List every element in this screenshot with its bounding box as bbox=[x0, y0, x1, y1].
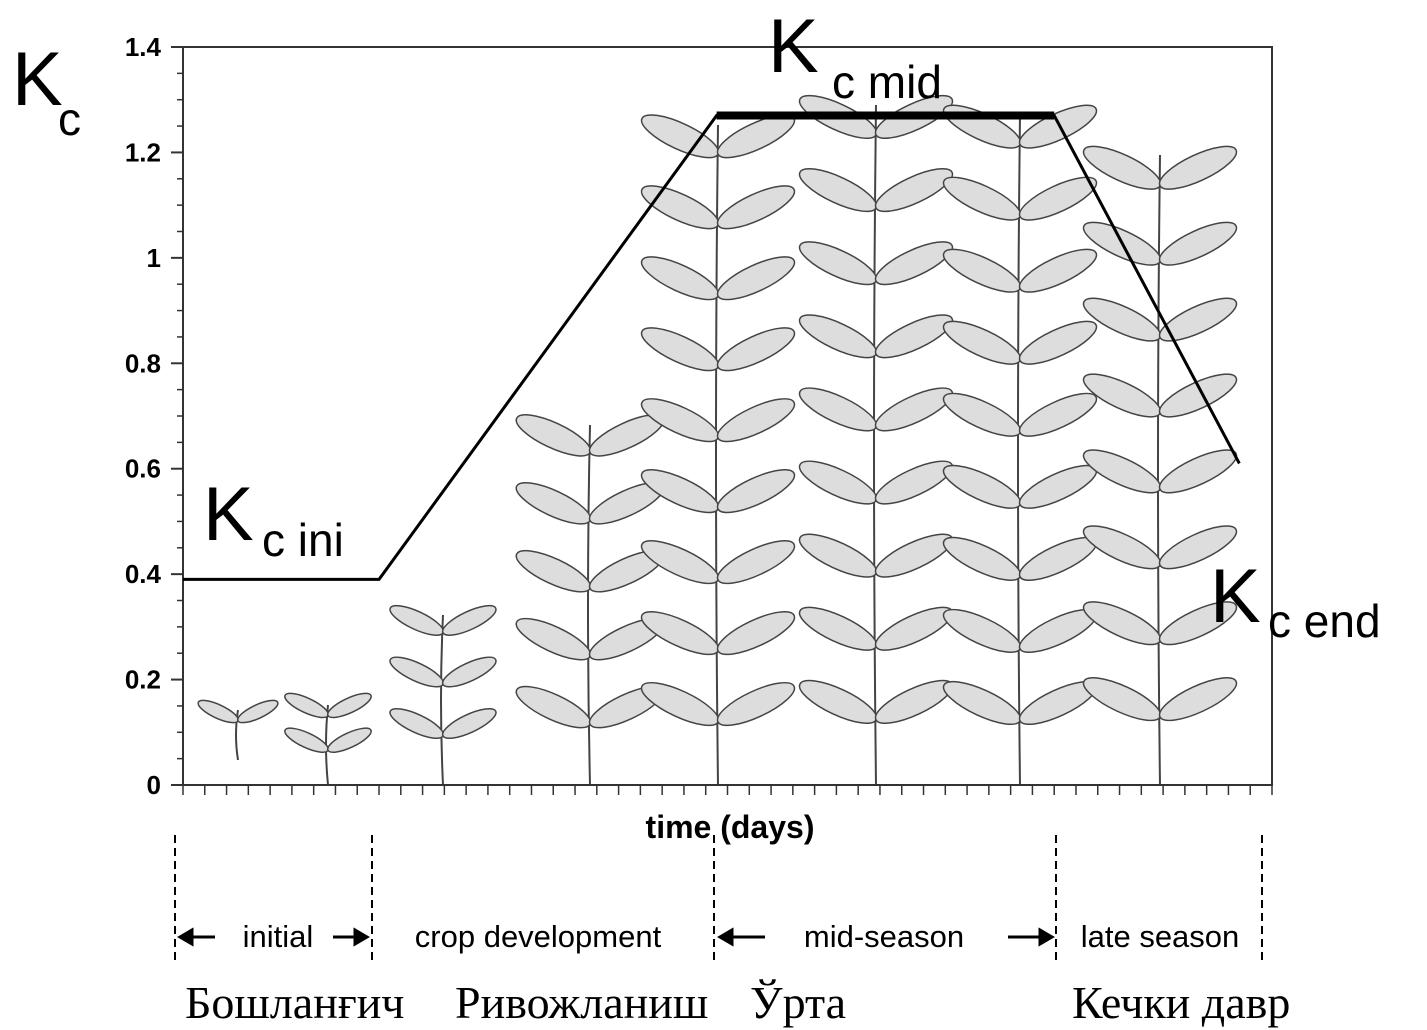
stage-local-label: Кечки давр bbox=[1072, 977, 1290, 1028]
y-tick-label: 0.4 bbox=[125, 559, 162, 589]
plant-leaf bbox=[794, 599, 881, 658]
plant-leaf bbox=[1154, 138, 1241, 197]
stage-local-label: Бошланғич bbox=[185, 977, 404, 1028]
plant-leaf bbox=[712, 391, 799, 450]
plant-leaf bbox=[712, 462, 799, 521]
plant-leaf bbox=[1014, 313, 1101, 372]
plant-leaf bbox=[938, 313, 1025, 372]
plant-leaf bbox=[439, 703, 499, 744]
plant-leaf bbox=[1014, 241, 1101, 300]
y-tick-label: 0.6 bbox=[125, 454, 161, 484]
plant-leaf bbox=[938, 97, 1025, 156]
annotation: K bbox=[1210, 554, 1261, 639]
plant-leaf bbox=[439, 600, 499, 641]
plant-stem bbox=[441, 615, 443, 785]
plant-leaf bbox=[794, 453, 881, 512]
stage-label: initial bbox=[243, 919, 314, 954]
plant-leaf bbox=[870, 307, 957, 366]
x-axis-label: time (days) bbox=[646, 809, 815, 845]
plant-leaf bbox=[712, 675, 799, 734]
plant-leaf bbox=[712, 320, 799, 379]
plant-leaf bbox=[938, 385, 1025, 444]
plant-leaf bbox=[386, 600, 446, 641]
plant-leaf bbox=[511, 611, 595, 668]
plant-leaf bbox=[870, 380, 957, 439]
plant-leaf bbox=[1154, 670, 1241, 729]
plant-leaf bbox=[938, 169, 1025, 228]
plant-leaf bbox=[870, 599, 957, 658]
plant-leaf bbox=[938, 601, 1025, 660]
plant-leaf bbox=[511, 407, 595, 464]
plant-leaf bbox=[712, 533, 799, 592]
plant-leaf bbox=[1154, 290, 1241, 349]
y-tick-label: 0 bbox=[147, 770, 161, 800]
plant-leaf bbox=[794, 380, 881, 439]
annotation-sub: c end bbox=[1268, 595, 1381, 647]
annotation: K bbox=[203, 472, 254, 557]
plant-leaf bbox=[870, 672, 957, 731]
plant-leaf bbox=[636, 320, 723, 379]
plant-leaf bbox=[386, 703, 446, 744]
plant-stem bbox=[588, 425, 590, 785]
plant-leaf bbox=[325, 724, 374, 757]
y-axis-label: K bbox=[12, 37, 63, 122]
plant-leaf bbox=[1014, 385, 1101, 444]
plant-leaf bbox=[794, 307, 881, 366]
plant-leaf bbox=[1154, 442, 1241, 501]
plant-leaf bbox=[235, 696, 280, 727]
annotation-sub: c ini bbox=[262, 514, 344, 566]
plant-leaf bbox=[282, 689, 331, 722]
y-tick-label: 0.2 bbox=[125, 665, 161, 695]
stage-local-label: Ривожланиш bbox=[455, 977, 708, 1028]
plant-leaf bbox=[712, 249, 799, 308]
plant-stem bbox=[1158, 155, 1160, 785]
plant-leaf bbox=[712, 604, 799, 663]
plant-leaf bbox=[636, 107, 723, 166]
y-tick-label: 0.8 bbox=[125, 348, 161, 378]
plant-leaf bbox=[938, 457, 1025, 516]
plant-leaf bbox=[1078, 670, 1165, 729]
plant-leaf bbox=[712, 178, 799, 237]
plant-leaf bbox=[794, 234, 881, 293]
annotation-sub: c mid bbox=[832, 56, 942, 108]
plant-leaf bbox=[870, 161, 957, 220]
plant-leaf bbox=[636, 249, 723, 308]
y-tick-label: 1 bbox=[147, 243, 161, 273]
plant-leaf bbox=[511, 679, 595, 736]
chart: K c time (days) K c mid K c ini K c end … bbox=[0, 0, 1427, 1030]
y-axis-label-sub: c bbox=[58, 93, 81, 145]
plant-leaf bbox=[794, 672, 881, 731]
stage-label: mid-season bbox=[804, 919, 964, 954]
plant-leaf bbox=[511, 475, 595, 532]
stage-label: late season bbox=[1081, 919, 1240, 954]
annotation: K bbox=[768, 4, 819, 89]
plant-leaf bbox=[938, 241, 1025, 300]
plant-leaf bbox=[794, 161, 881, 220]
plant-leaf bbox=[870, 453, 957, 512]
plant-leaf bbox=[794, 526, 881, 585]
plant-leaf bbox=[282, 724, 331, 757]
plant-leaf bbox=[1014, 457, 1101, 516]
plant-leaf bbox=[386, 652, 446, 693]
plant-leaf bbox=[325, 689, 374, 722]
y-tick-label: 1.2 bbox=[125, 137, 161, 167]
plant-leaf bbox=[195, 696, 240, 727]
plant-leaf bbox=[870, 234, 957, 293]
plant-illustration bbox=[195, 87, 1241, 785]
plant-leaf bbox=[1154, 366, 1241, 425]
plant-leaf bbox=[870, 526, 957, 585]
stage-label: crop development bbox=[415, 919, 662, 954]
plant-leaf bbox=[511, 543, 595, 600]
stage-local-label: Ўрта bbox=[750, 977, 846, 1028]
plant-leaf bbox=[1154, 214, 1241, 273]
plant-leaf bbox=[938, 529, 1025, 588]
plant-leaf bbox=[938, 673, 1025, 732]
plant-leaf bbox=[439, 652, 499, 693]
y-tick-label: 1.4 bbox=[125, 32, 162, 62]
